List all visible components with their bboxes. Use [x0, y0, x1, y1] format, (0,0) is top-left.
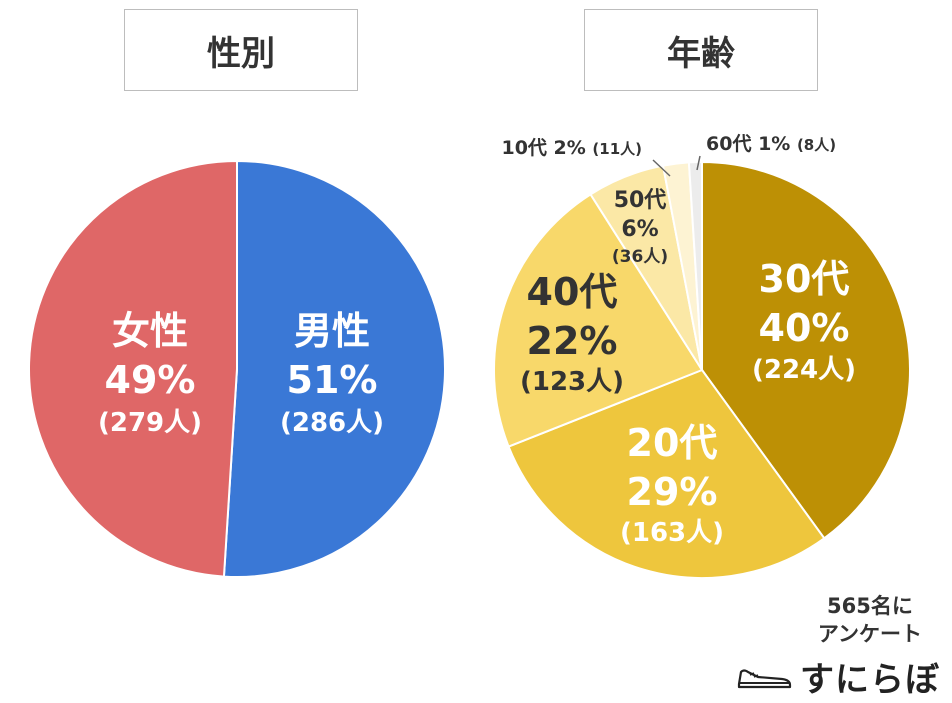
- brand-logo: すにらぼ: [736, 652, 940, 701]
- label-age20-count: (163人): [620, 518, 724, 548]
- label-male-percent: 51%: [287, 358, 378, 402]
- leader-line-age60: [696, 155, 701, 171]
- label-age40-name: 40代: [527, 270, 618, 314]
- pie-labels: 男性 51% (286人) 女性 49% (279人) 30代 40% (224人) 20代 29%…: [98, 133, 856, 548]
- sneaker-icon: [737, 668, 792, 688]
- label-age20-name: 20代: [627, 421, 718, 465]
- survey-note-line1: 565名に: [826, 594, 913, 618]
- gender-pie-chart: [28, 159, 446, 578]
- label-age30-count: (224人): [752, 355, 856, 385]
- label-age30-percent: 40%: [759, 306, 850, 350]
- gender-chart-title: 性別: [124, 9, 358, 91]
- pie-slice-age60: [687, 160, 703, 371]
- pie-slice-female: [28, 159, 238, 578]
- label-age40-percent: 22%: [527, 319, 618, 363]
- label-age40-count: (123人): [520, 367, 624, 397]
- brand-logo-text: すにらぼ: [800, 660, 940, 700]
- label-male-count: (286人): [280, 408, 384, 438]
- leader-line-age10: [652, 159, 671, 177]
- pie-slice-age40: [493, 192, 704, 448]
- label-age20-percent: 29%: [627, 470, 718, 514]
- label-age50-percent: 6%: [621, 217, 658, 242]
- label-male-name: 男性: [294, 309, 370, 353]
- label-age60-count: (8人): [797, 136, 836, 154]
- age-pie-chart: [493, 160, 911, 579]
- label-age30-name: 30代: [759, 257, 850, 301]
- label-age10-percent: 2%: [554, 137, 593, 159]
- age-chart-title: 年齢: [584, 9, 818, 91]
- label-age50-name: 50代: [614, 188, 667, 213]
- pie-slice-age20: [507, 368, 826, 579]
- label-female-name: 女性: [112, 309, 188, 353]
- pie-slice-male: [222, 159, 446, 578]
- label-age10-count: (11人): [592, 140, 642, 158]
- label-female-count: (279人): [98, 408, 202, 438]
- label-age60: 60代 1% (8人): [706, 133, 836, 155]
- label-age10: 10代 2% (11人): [501, 137, 642, 159]
- label-female-percent: 49%: [105, 358, 196, 402]
- pie-slice-age30: [701, 160, 911, 540]
- label-age60-percent: 1%: [758, 133, 797, 155]
- label-age10-name: 10代: [501, 137, 553, 159]
- survey-note: 565名に アンケート: [818, 592, 922, 648]
- label-age50-count: (36人): [612, 247, 668, 267]
- label-age60-name: 60代: [706, 133, 758, 155]
- survey-note-line2: アンケート: [817, 622, 922, 646]
